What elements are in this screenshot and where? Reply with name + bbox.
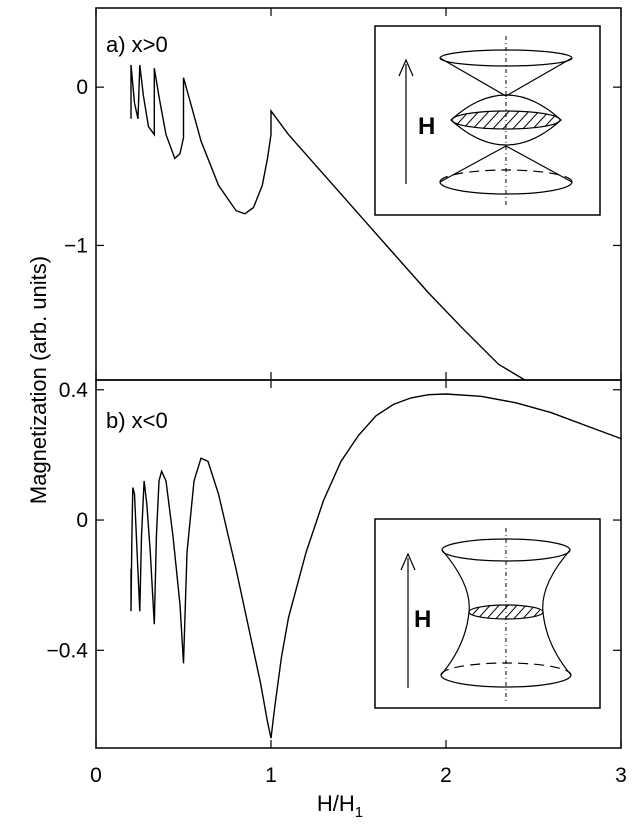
inset-b-bottom-front bbox=[440, 674, 572, 688]
x-ticks: 0 1 2 3 bbox=[90, 764, 627, 787]
panel-b-curve bbox=[130, 393, 622, 739]
xtick-label-2: 2 bbox=[440, 764, 452, 787]
panel-b-ytick-label-0: 0.4 bbox=[59, 379, 89, 402]
inset-a-frame bbox=[374, 25, 601, 216]
inset-a-field-label: H bbox=[418, 113, 435, 140]
inset-a: H bbox=[374, 25, 601, 216]
panel-a-label: a) x>0 bbox=[106, 32, 168, 57]
inset-a-upper-cone bbox=[439, 57, 573, 97]
y-axis-title: Magnetization (arb. units) bbox=[26, 256, 51, 504]
panel-a-ytick-label-0: 0 bbox=[76, 76, 88, 99]
panel-a-ytick-label-1: −1 bbox=[64, 234, 88, 257]
inset-a-arrowhead-icon bbox=[398, 58, 414, 77]
inset-a-lower-cone bbox=[439, 145, 573, 183]
inset-a-middle-ellipse bbox=[451, 110, 561, 130]
xtick-label-0: 0 bbox=[90, 764, 102, 787]
inset-b: H bbox=[374, 518, 601, 709]
inset-b-arrowhead-icon bbox=[400, 552, 416, 571]
inset-b-frame bbox=[374, 518, 601, 709]
inset-a-bottom-back bbox=[439, 169, 573, 183]
panel-b-frame bbox=[95, 379, 622, 749]
inset-a-bottom-front bbox=[439, 181, 573, 195]
x-axis-title-main: H/H bbox=[317, 791, 355, 816]
panel-b-ytick-label-2: −0.4 bbox=[47, 639, 89, 662]
panel-a-curve bbox=[130, 64, 526, 381]
panel-b-ticks: 0.4 0 −0.4 bbox=[47, 379, 622, 748]
panel-a-ticks: 0 −1 bbox=[64, 8, 622, 380]
inset-a-middle-lens bbox=[450, 94, 562, 146]
x-axis-title-subscript: 1 bbox=[355, 804, 363, 821]
inset-b-field-label: H bbox=[414, 606, 431, 633]
xtick-label-1: 1 bbox=[265, 764, 277, 787]
panel-b-ytick-label-1: 0 bbox=[76, 509, 88, 532]
xtick-label-3: 3 bbox=[615, 764, 627, 787]
panel-b-label: b) x<0 bbox=[106, 408, 168, 433]
inset-b-bottom-back bbox=[440, 662, 572, 676]
x-axis-title: H/H1 bbox=[317, 791, 363, 821]
inset-b-waist-ellipse bbox=[468, 604, 544, 620]
